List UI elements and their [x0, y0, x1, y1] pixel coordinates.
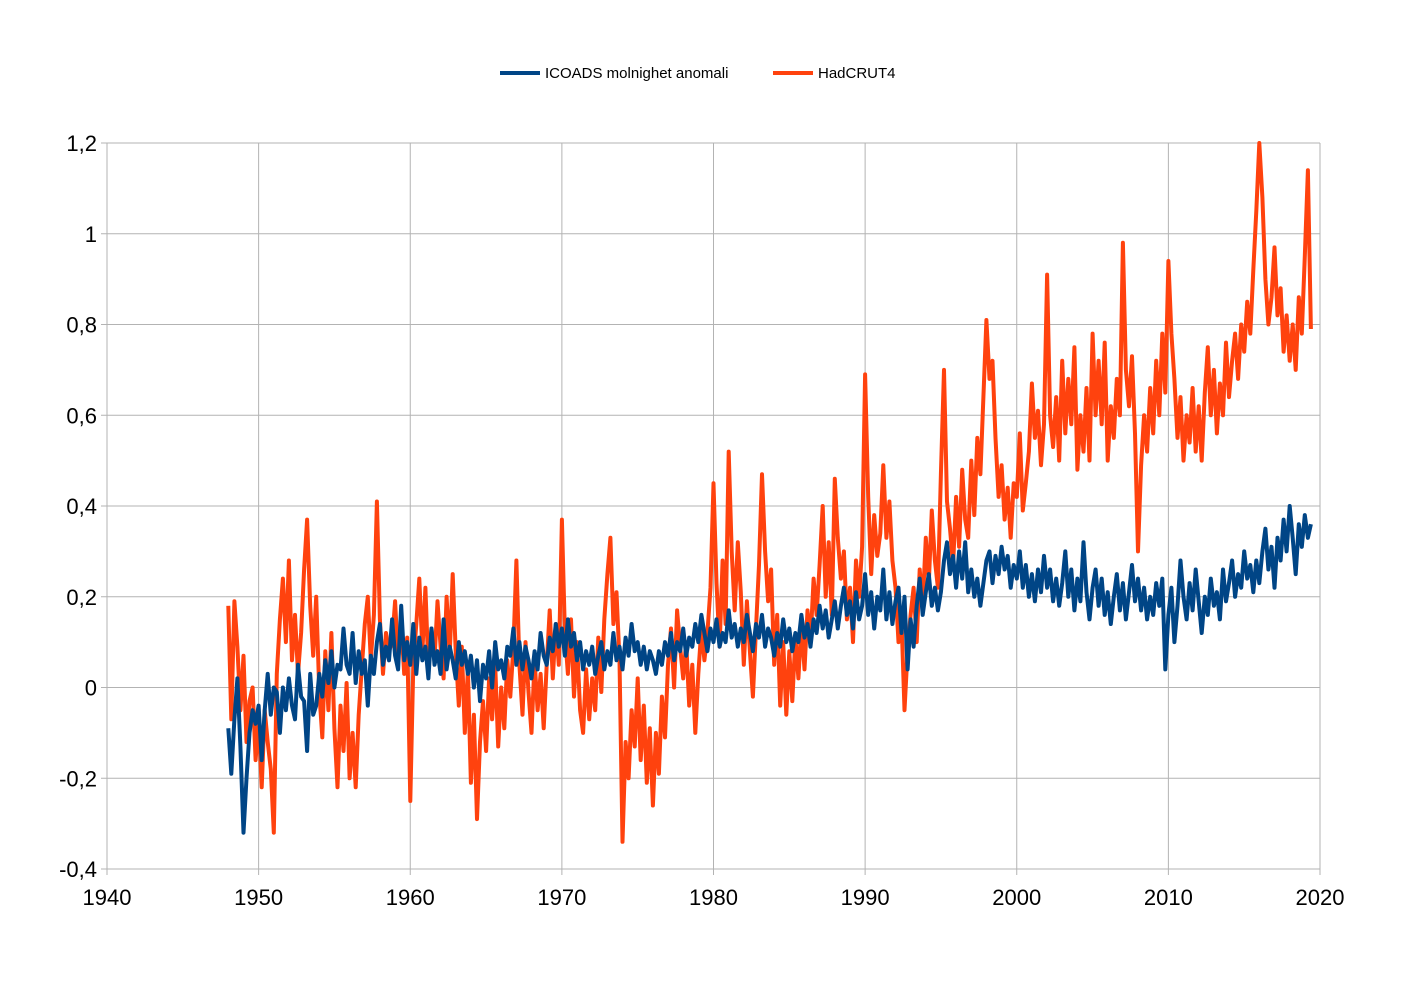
y-tick-label: 0,2 — [66, 585, 97, 610]
x-tick-label: 1980 — [689, 885, 738, 910]
y-tick-label: 0,8 — [66, 313, 97, 338]
x-tick-label: 1940 — [83, 885, 132, 910]
legend: ICOADS molnighet anomali HadCRUT4 — [500, 65, 896, 82]
x-tick-label: 2020 — [1296, 885, 1345, 910]
series-lines — [226, 141, 1313, 844]
y-tick-label: 0,4 — [66, 494, 97, 519]
x-tick-label: 1960 — [386, 885, 435, 910]
y-tick-label: 0 — [85, 676, 97, 701]
axes — [101, 142, 1321, 875]
x-tick-label: 1990 — [841, 885, 890, 910]
x-tick-label: 1970 — [537, 885, 586, 910]
y-tick-label: -0,4 — [59, 857, 97, 882]
x-tick-labels: 1940 1950 1960 1970 1980 1990 2000 2010 2020 — [83, 885, 1345, 910]
series-line-icoads — [226, 504, 1313, 835]
y-tick-label: 0,6 — [66, 403, 97, 428]
legend-label: ICOADS molnighet anomali — [545, 65, 728, 82]
x-tick-label: 1950 — [234, 885, 283, 910]
series-line-hadcrut4 — [226, 141, 1313, 844]
y-tick-labels: -0,4 -0,2 0 0,2 0,4 0,6 0,8 1 1,2 — [59, 131, 97, 882]
x-tick-label: 2010 — [1144, 885, 1193, 910]
x-tick-label: 2000 — [992, 885, 1041, 910]
y-tick-label: 1,2 — [66, 131, 97, 156]
y-tick-label: 1 — [85, 222, 97, 247]
legend-label: HadCRUT4 — [818, 65, 896, 82]
y-tick-label: -0,2 — [59, 766, 97, 791]
